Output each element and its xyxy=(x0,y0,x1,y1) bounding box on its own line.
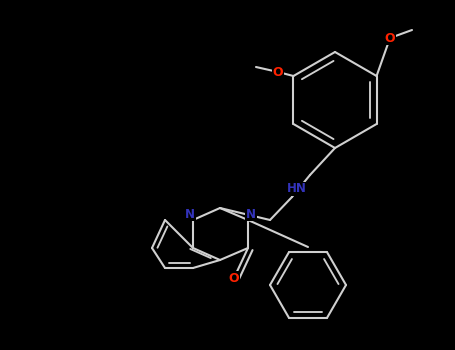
Text: O: O xyxy=(229,272,239,285)
Text: N: N xyxy=(246,208,256,220)
Text: N: N xyxy=(185,208,195,220)
Text: O: O xyxy=(384,32,395,44)
Text: HN: HN xyxy=(287,182,307,196)
Text: O: O xyxy=(273,65,283,78)
